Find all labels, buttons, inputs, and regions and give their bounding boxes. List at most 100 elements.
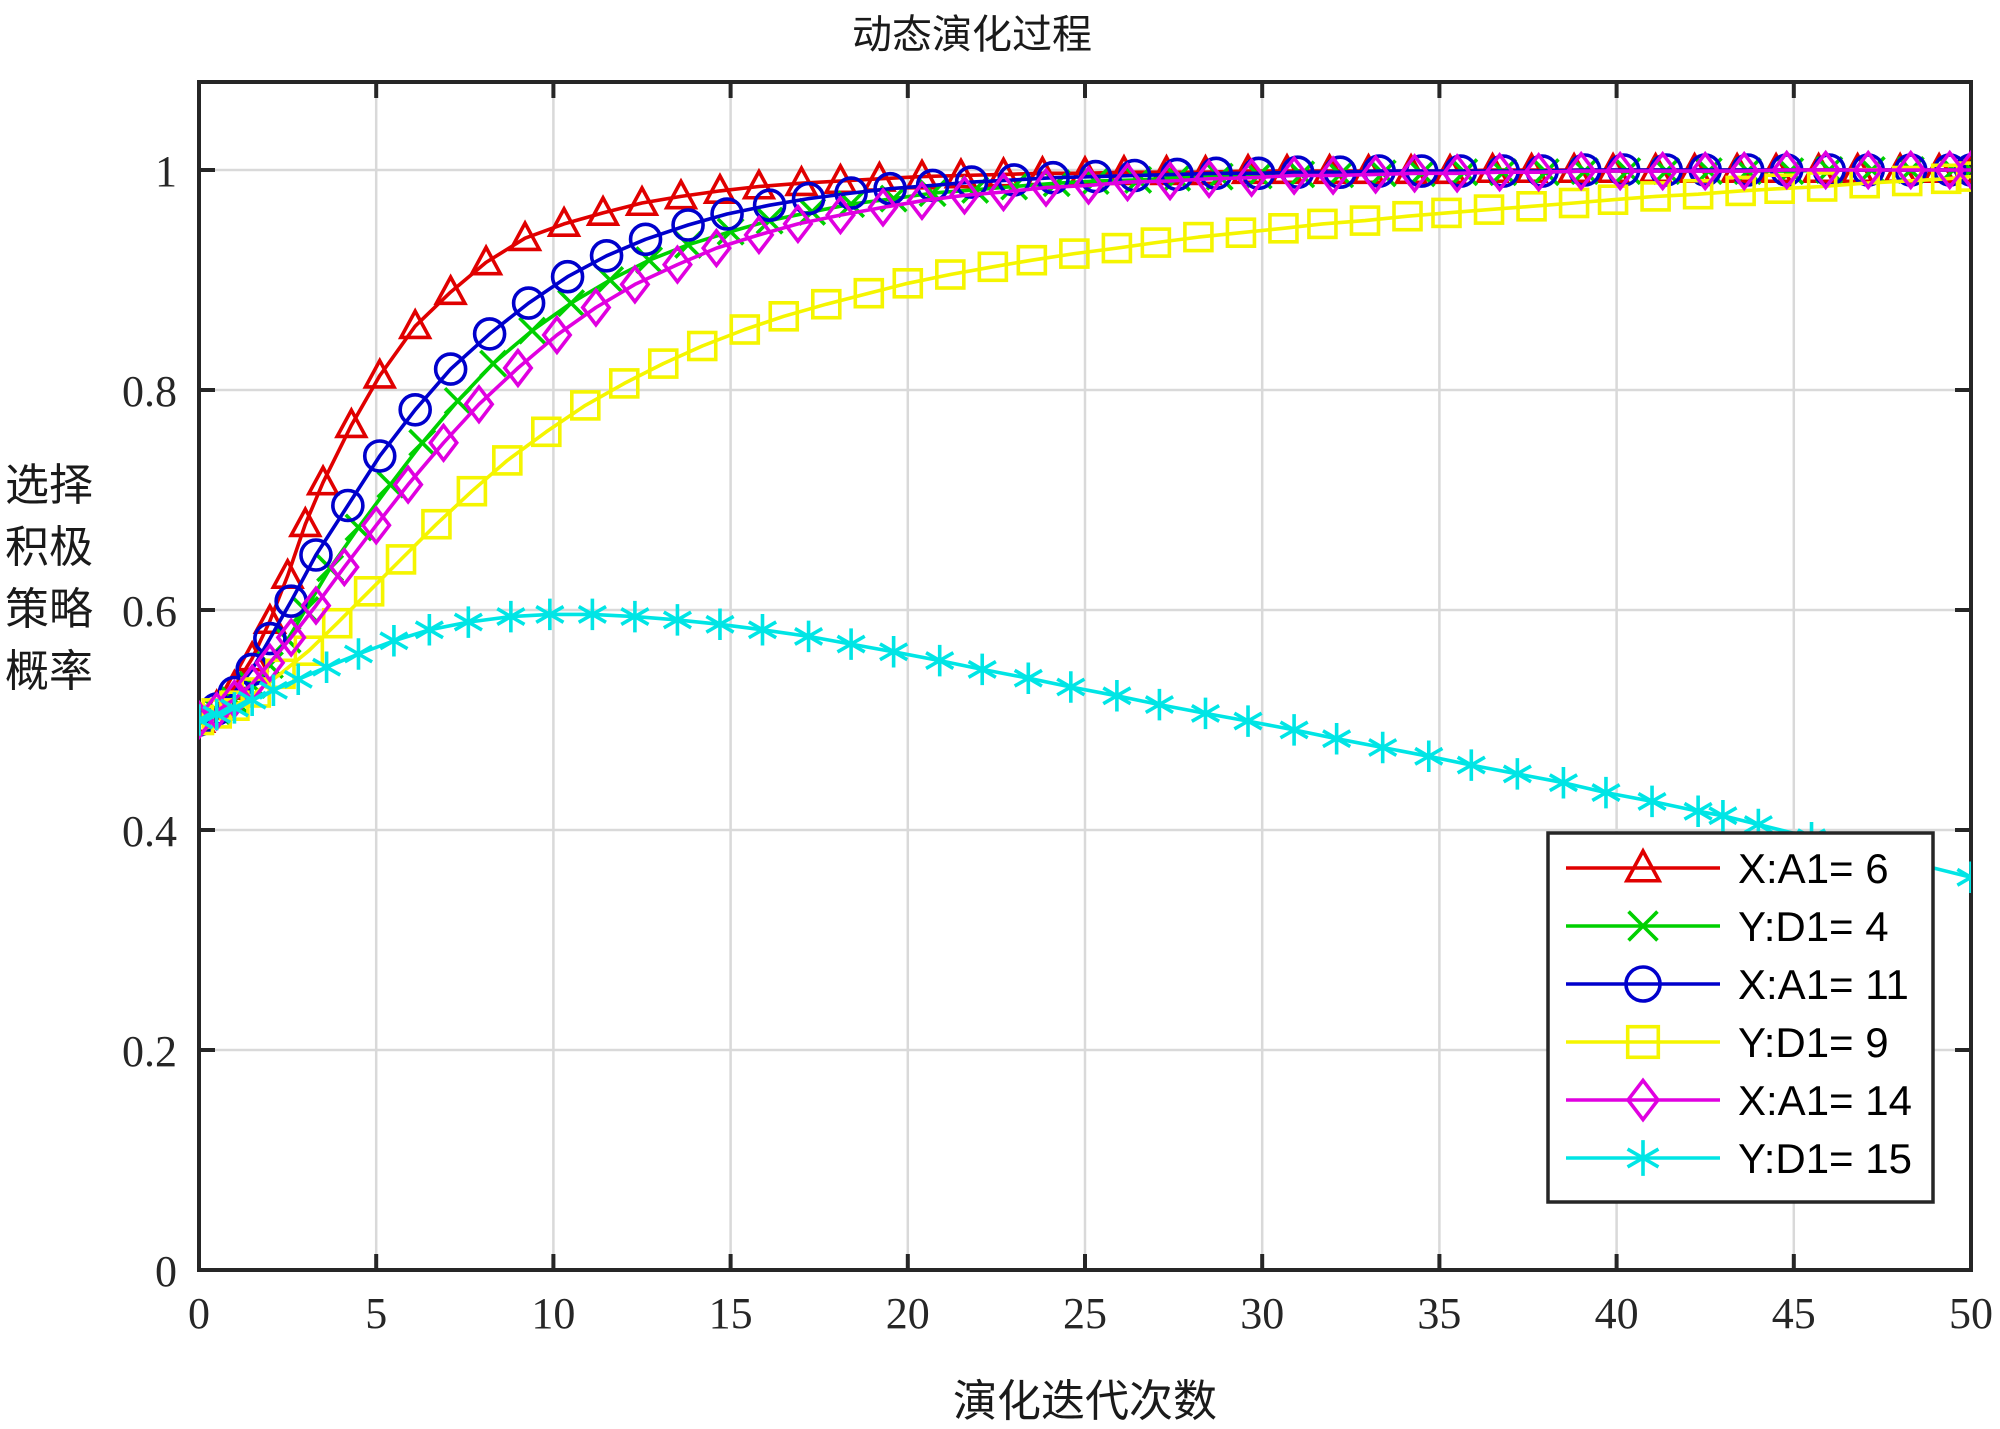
data-marker-diamond: [743, 214, 775, 256]
data-marker-square: [935, 259, 966, 290]
data-marker-triangle: [305, 463, 341, 496]
data-marker-diamond: [580, 287, 612, 328]
legend-label: X:A1= 14: [1738, 1077, 1912, 1124]
data-marker-square: [492, 445, 523, 476]
data-marker-diamond: [700, 227, 732, 269]
x-tick-label: 30: [1240, 1289, 1284, 1338]
series-line: [199, 174, 1971, 722]
data-marker-circle: [550, 259, 585, 294]
x-tick-labels: 0 5 10 15 20 25 30 35 40 45 50: [188, 1289, 1993, 1338]
data-marker-circle: [710, 197, 744, 231]
data-marker-asterisk: [343, 638, 374, 670]
y-axis-label-line: 选择: [5, 461, 93, 510]
data-marker-triangle: [334, 406, 369, 439]
data-marker-triangle: [943, 156, 979, 189]
data-marker-diamond: [328, 546, 360, 588]
data-marker-square: [1625, 1024, 1661, 1060]
data-marker-diamond: [1073, 165, 1105, 206]
data-marker-cross: [443, 386, 472, 416]
data-marker-diamond: [428, 422, 460, 464]
data-marker-square: [1930, 163, 1962, 195]
data-marker-asterisk: [1190, 697, 1221, 730]
data-marker-diamond: [1317, 155, 1349, 196]
data-marker-asterisk: [199, 704, 214, 736]
data-marker-square: [531, 416, 562, 448]
data-marker-diamond: [1441, 153, 1473, 194]
data-marker-circle: [299, 538, 333, 572]
data-marker-asterisk: [577, 598, 607, 631]
data-marker-diamond: [782, 203, 814, 245]
data-marker-asterisk: [1502, 758, 1532, 790]
legend-label: X:A1= 11: [1738, 961, 1909, 1008]
data-marker-diamond: [275, 617, 307, 658]
data-marker-asterisk: [1456, 749, 1486, 781]
data-marker-cross: [1627, 910, 1659, 942]
data-marker-square: [1392, 200, 1423, 232]
data-marker-asterisk: [836, 628, 866, 660]
data-marker-square: [1891, 165, 1923, 197]
legend-label: Y:D1= 9: [1738, 1019, 1889, 1066]
data-marker-asterisk: [1233, 705, 1263, 737]
data-marker-diamond: [1852, 149, 1884, 191]
data-marker-circle: [671, 208, 705, 242]
data-marker-square: [853, 277, 885, 309]
data-marker-diamond: [619, 264, 651, 305]
series-4: [199, 149, 1971, 741]
x-axis-label: 演化迭代次数: [953, 1377, 1217, 1426]
data-marker-triangle: [1623, 847, 1663, 883]
legend-entry-5[interactable]: Y:D1= 15: [1566, 1135, 1912, 1182]
data-marker-diamond: [1771, 149, 1803, 191]
legend-entry-3[interactable]: Y:D1= 9: [1566, 1019, 1889, 1066]
data-marker-triangle: [507, 219, 543, 252]
data-marker-asterisk: [312, 651, 342, 683]
data-marker-asterisk: [1322, 722, 1352, 755]
y-tick-label: 0.4: [122, 807, 177, 856]
data-marker-asterisk: [620, 600, 650, 633]
y-tick-label: 1: [155, 147, 177, 196]
data-marker-triangle: [624, 184, 660, 217]
data-marker-square: [1101, 232, 1133, 264]
x-tick-label: 25: [1063, 1289, 1107, 1338]
data-marker-asterisk: [1683, 795, 1713, 828]
chart-title: 动态演化过程: [852, 12, 1092, 57]
data-marker-diamond: [1810, 149, 1842, 191]
data-marker-square: [1140, 227, 1172, 258]
data-marker-asterisk: [283, 663, 313, 696]
data-marker-diamond: [1647, 150, 1679, 192]
x-tick-label: 5: [365, 1289, 387, 1338]
data-marker-asterisk: [219, 692, 249, 724]
data-marker-circle: [873, 171, 907, 206]
data-marker-diamond: [1236, 157, 1268, 198]
data-marker-diamond: [254, 642, 286, 684]
data-marker-diamond: [1278, 155, 1310, 196]
y-tick-label: 0.8: [122, 367, 177, 416]
data-marker-asterisk: [705, 608, 735, 641]
data-marker-circle: [398, 392, 432, 427]
legend-entry-2[interactable]: X:A1= 11: [1566, 961, 1909, 1008]
data-marker-diamond: [988, 171, 1019, 213]
data-marker-asterisk: [1626, 1140, 1660, 1176]
data-marker-square: [421, 508, 452, 540]
chart-legend[interactable]: X:A1= 6 Y:D1= 4 X:A1= 11 Y:D1= 9 X:A1= 14 Y:D…: [1546, 831, 1935, 1204]
y-axis-label-line: 概率: [5, 647, 93, 696]
data-marker-asterisk: [1279, 714, 1309, 746]
data-marker-square: [456, 475, 488, 507]
x-tick-label: 10: [531, 1289, 575, 1338]
legend-entry-0[interactable]: X:A1= 6: [1566, 845, 1889, 892]
legend-entry-4[interactable]: X:A1= 14: [1566, 1077, 1912, 1124]
data-marker-triangle: [784, 164, 819, 197]
data-marker-square: [1349, 205, 1381, 236]
data-marker-square: [686, 330, 718, 362]
x-tick-label: 40: [1595, 1289, 1639, 1338]
data-marker-square: [647, 348, 679, 379]
data-marker-diamond: [502, 347, 534, 389]
data-marker-square: [1725, 175, 1756, 207]
data-marker-asterisk: [1102, 680, 1132, 712]
x-tick-label: 45: [1772, 1289, 1816, 1338]
legend-entry-1[interactable]: Y:D1= 4: [1566, 903, 1889, 950]
data-marker-asterisk: [967, 653, 997, 686]
data-marker-diamond: [1689, 150, 1721, 192]
data-marker-square: [1016, 244, 1048, 276]
data-marker-circle: [628, 222, 663, 257]
